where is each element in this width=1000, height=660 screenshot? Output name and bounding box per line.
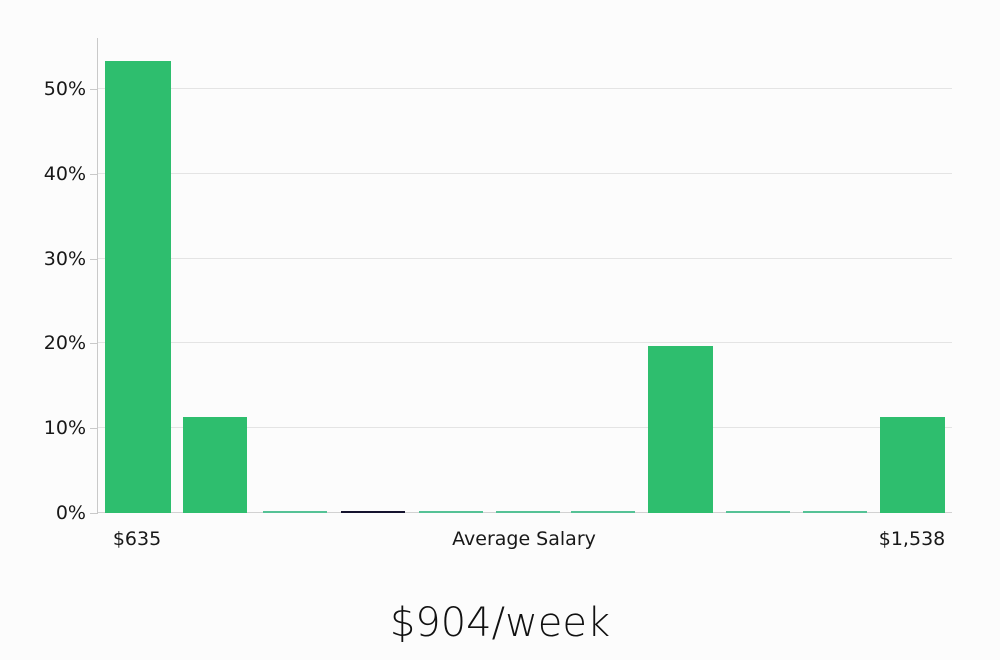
bar-10 xyxy=(803,510,867,513)
bar-7 xyxy=(571,510,635,513)
gridline-10 xyxy=(97,427,952,429)
y-tick-mark-50 xyxy=(90,88,97,90)
plot-area xyxy=(97,38,952,513)
bar-2 xyxy=(183,417,247,513)
gridline-50 xyxy=(97,87,952,89)
y-tick-label-20: 20% xyxy=(43,332,86,355)
y-tick-label-50: 50% xyxy=(43,77,86,100)
gridline-30 xyxy=(97,257,952,259)
x-tick-label-1-538: $1,538 xyxy=(878,528,946,550)
bar-11 xyxy=(880,417,945,513)
y-tick-mark-0 xyxy=(90,513,97,514)
y-tick-mark-30 xyxy=(90,258,97,260)
bar-8 xyxy=(648,345,713,513)
y-tick-label-0: 0% xyxy=(55,502,86,524)
gridline-20 xyxy=(97,342,952,344)
y-tick-label-10: 10% xyxy=(43,417,86,440)
bar-1 xyxy=(105,60,171,513)
bar-5 xyxy=(419,510,483,513)
bar-3 xyxy=(263,510,327,513)
gridline-40 xyxy=(97,172,952,174)
bar-9 xyxy=(726,510,790,513)
y-tick-label-40: 40% xyxy=(43,162,86,185)
y-tick-label-30: 30% xyxy=(43,247,86,270)
y-axis-spine xyxy=(97,38,98,514)
bar-4 xyxy=(341,510,405,513)
y-tick-mark-10 xyxy=(90,428,97,430)
chart-caption: $904/week xyxy=(389,600,611,646)
x-tick-label-635: $635 xyxy=(112,528,162,550)
bar-6 xyxy=(496,510,560,513)
y-tick-mark-40 xyxy=(90,173,97,175)
x-tick-label-average-salary: Average Salary xyxy=(452,528,596,550)
y-tick-mark-20 xyxy=(90,343,97,345)
